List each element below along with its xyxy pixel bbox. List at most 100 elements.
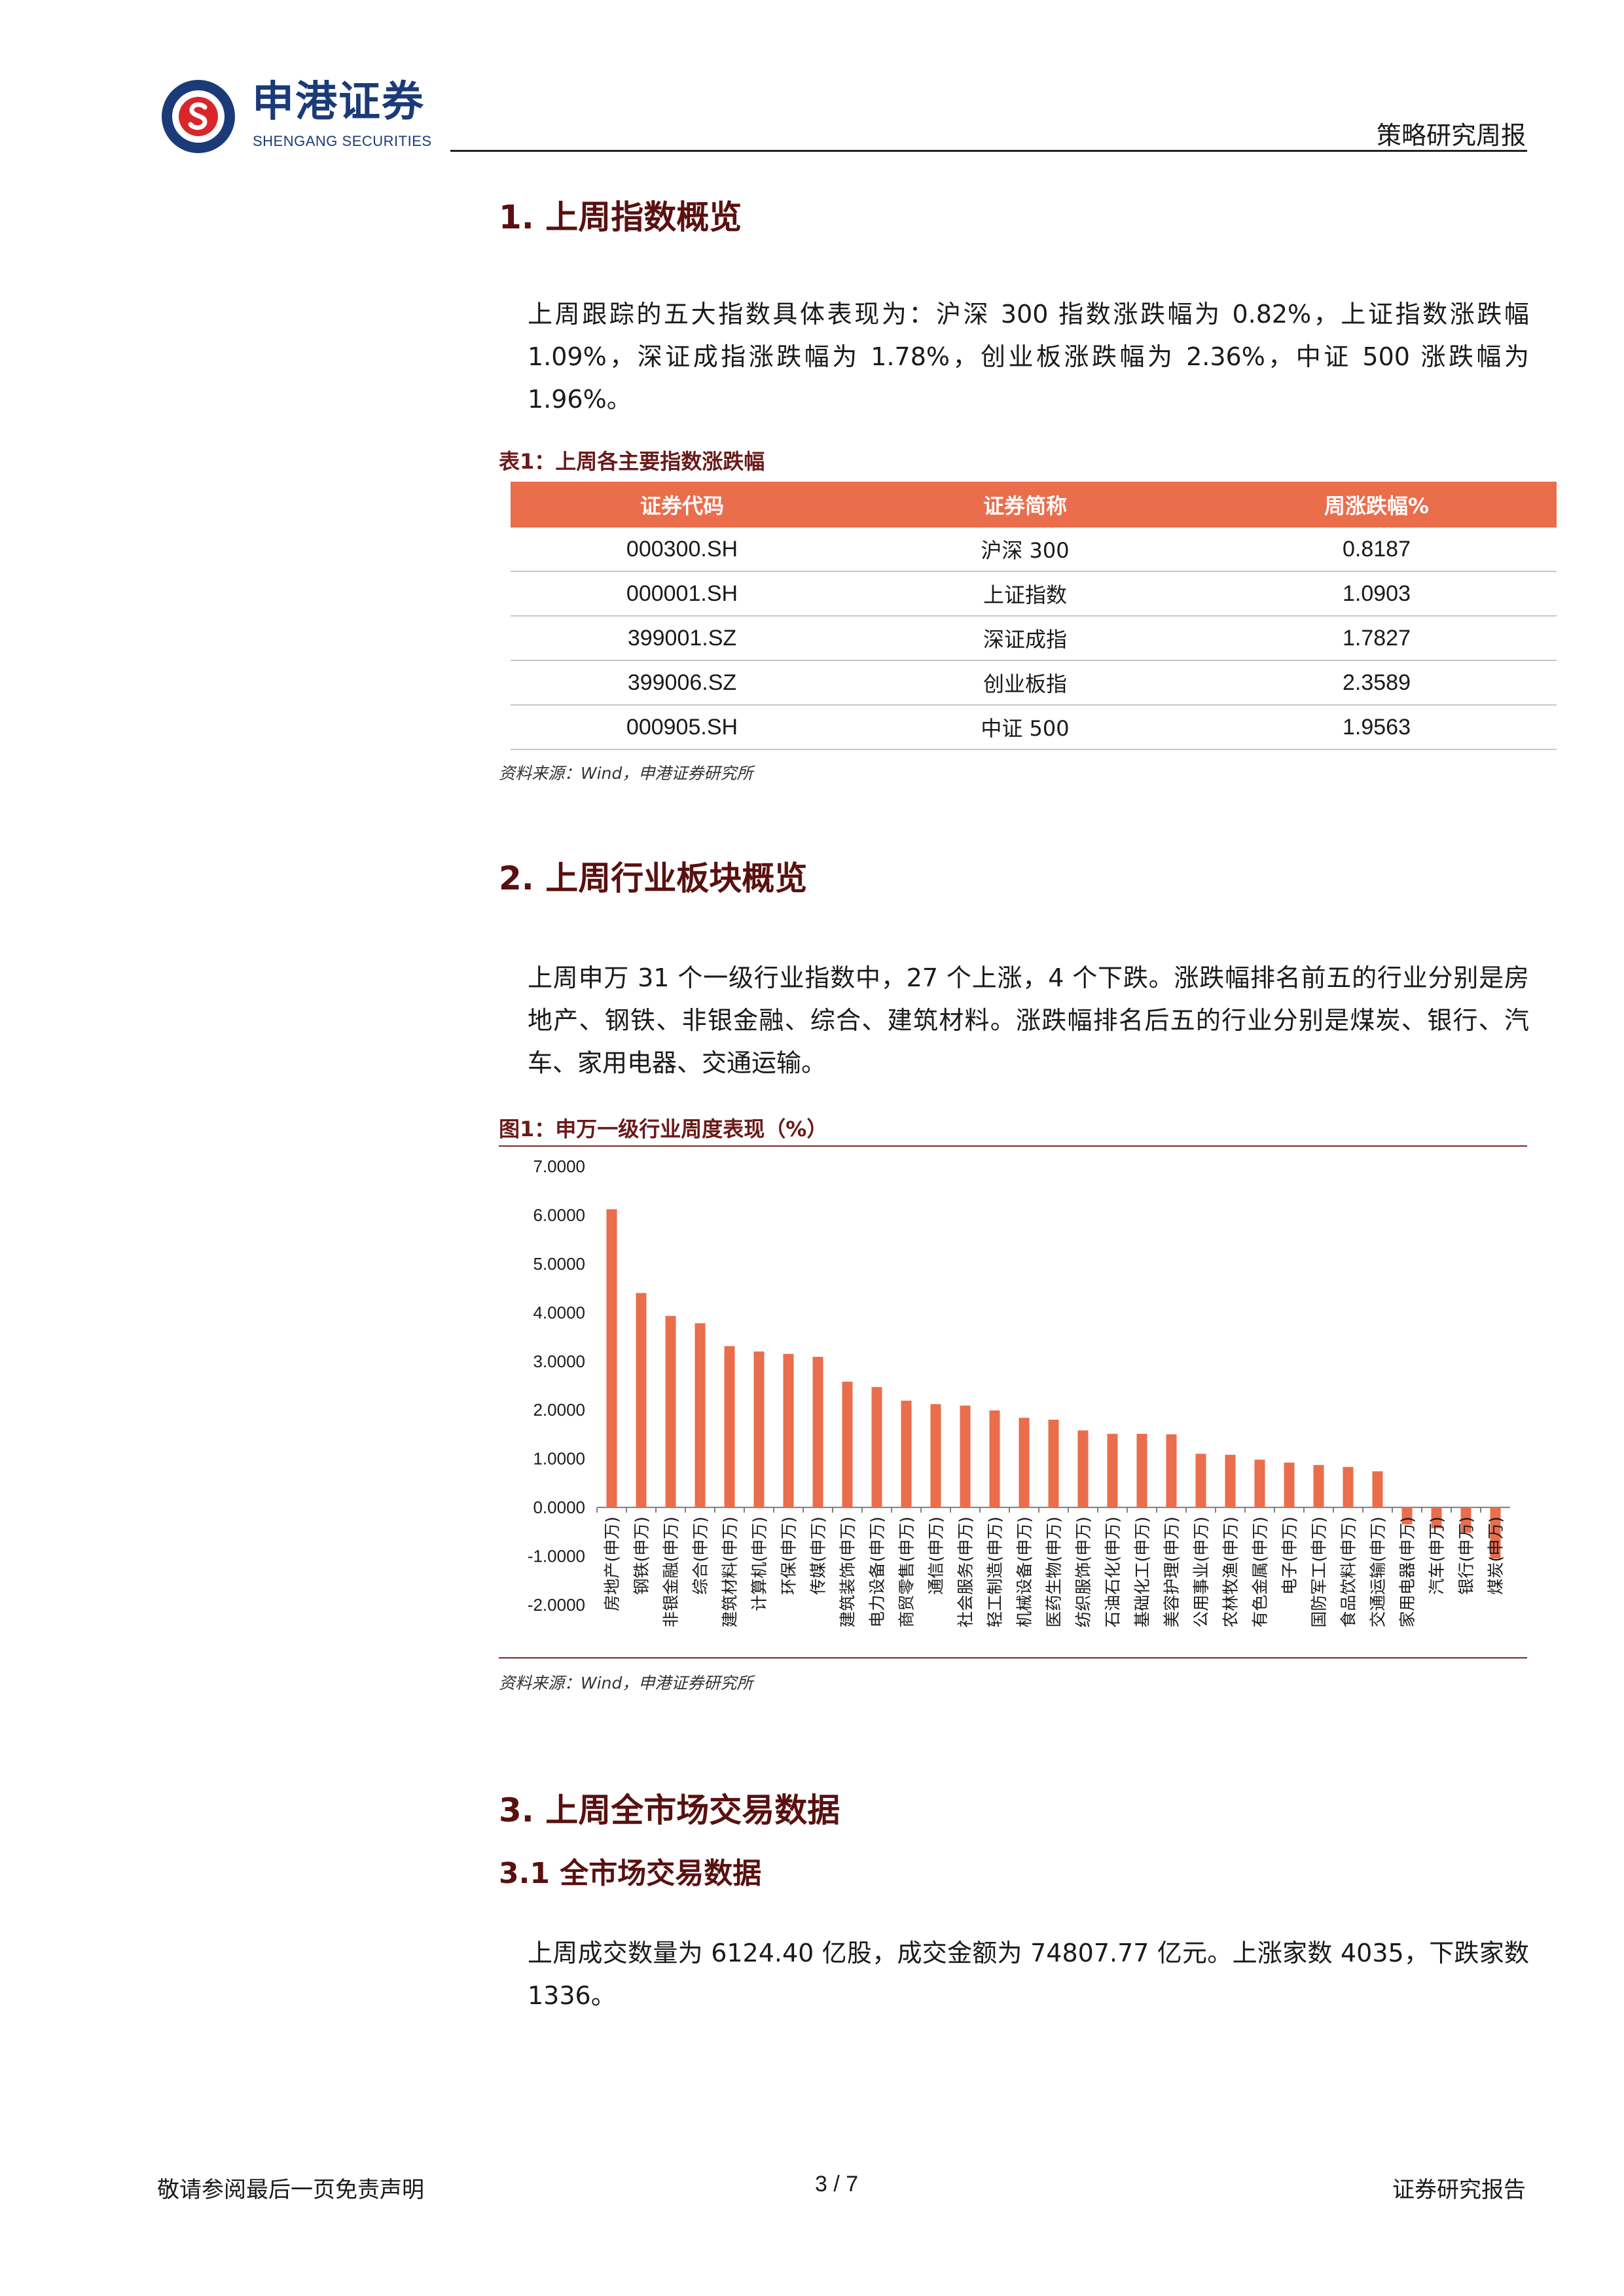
table-row: 000001.SH 上证指数 1.0903 (511, 571, 1557, 617)
cell-code: 399001.SZ (511, 616, 854, 661)
x-category-label: 交通运输(申万) (1369, 1516, 1388, 1628)
brand-name-cn: 申港证券 (252, 78, 425, 126)
bar (871, 1387, 882, 1508)
y-tick-label: -1.0000 (528, 1547, 585, 1566)
cell-name: 创业板指 (854, 660, 1197, 706)
report-type: 策略研究周报 (1376, 121, 1526, 150)
footer-disclaimer: 敬请参阅最后一页免责声明 (157, 2177, 424, 2203)
cell-name: 中证 500 (854, 705, 1197, 750)
x-category-label: 美容护理(申万) (1163, 1516, 1182, 1628)
bar-series (606, 1209, 1501, 1559)
cell-name: 沪深 300 (854, 528, 1197, 572)
bar (1195, 1454, 1206, 1508)
bar (1019, 1418, 1030, 1508)
y-tick-label: 6.0000 (533, 1205, 585, 1225)
table-row: 399001.SZ 深证成指 1.7827 (511, 616, 1557, 661)
table-row: 000905.SH 中证 500 1.9563 (511, 705, 1557, 750)
x-category-label: 银行(申万) (1457, 1516, 1476, 1595)
section-3-1-subtitle: 3.1 全市场交易数据 (499, 1857, 762, 1890)
x-category-label: 农林牧渔(申万) (1221, 1516, 1240, 1628)
brand-name-en: SHENGANG SECURITIES (253, 133, 432, 149)
y-tick-label: 3.0000 (533, 1352, 585, 1371)
bar (606, 1209, 617, 1508)
table-row: 000300.SH 沪深 300 0.8187 (511, 528, 1557, 572)
x-category-label: 环保(申万) (780, 1516, 799, 1595)
figure-1-caption: 图1：申万一级行业周度表现（%） (499, 1117, 828, 1141)
x-category-label: 轻工制造(申万) (986, 1516, 1005, 1628)
bar (665, 1316, 676, 1508)
section-2-title: 2. 上周行业板块概览 (499, 859, 808, 897)
figure-top-rule (499, 1145, 1527, 1147)
y-tick-label: 4.0000 (533, 1302, 585, 1322)
x-category-label: 商贸零售(申万) (897, 1516, 916, 1628)
cell-change: 1.0903 (1197, 571, 1557, 617)
section-1-title: 1. 上周指数概览 (499, 198, 742, 236)
x-category-label: 社会服务(申万) (956, 1516, 975, 1628)
y-axis: 7.0000 6.0000 5.0000 4.0000 3.0000 2.0000 1.00… (528, 1157, 1510, 1615)
y-tick-label: 1.0000 (533, 1449, 585, 1469)
x-category-label: 电子(申万) (1280, 1516, 1299, 1595)
bar (901, 1401, 912, 1508)
bar (1372, 1471, 1383, 1508)
cell-change: 2.3589 (1197, 660, 1557, 706)
x-category-label: 机械设备(申万) (1015, 1516, 1034, 1628)
x-category-label: 传媒(申万) (809, 1516, 828, 1595)
x-category-label: 建筑材料(申万) (721, 1516, 740, 1628)
x-category-label: 公用事业(申万) (1192, 1516, 1211, 1628)
bar (1136, 1433, 1147, 1508)
x-category-label: 国防军工(申万) (1310, 1516, 1329, 1628)
industry-weekly-chart: 7.0000 6.0000 5.0000 4.0000 3.0000 2.0000 1.00… (528, 1157, 1510, 1628)
bar (930, 1404, 941, 1508)
cell-change: 1.7827 (1197, 616, 1557, 661)
cell-code: 000001.SH (511, 571, 854, 617)
x-category-label: 食品饮料(申万) (1339, 1516, 1358, 1628)
header-name: 证券简称 (854, 482, 1197, 528)
x-category-label: 房地产(申万) (603, 1516, 622, 1611)
bar (989, 1410, 1000, 1508)
bar (753, 1351, 765, 1508)
bar (1254, 1460, 1265, 1508)
header-divider (450, 150, 1527, 152)
x-category-label: 汽车(申万) (1428, 1516, 1447, 1595)
section-3-title: 3. 上周全市场交易数据 (499, 1791, 840, 1829)
bar (636, 1293, 647, 1508)
bar (1490, 1507, 1501, 1559)
bar (812, 1357, 823, 1508)
bar (1431, 1507, 1442, 1529)
y-tick-label: 0.0000 (533, 1498, 585, 1517)
cell-name: 深证成指 (854, 616, 1197, 661)
cell-code: 000905.SH (511, 705, 854, 750)
table-1-caption: 表1：上周各主要指数涨跌幅 (499, 449, 765, 474)
cell-name: 上证指数 (854, 571, 1197, 617)
footer-report-label: 证券研究报告 (1392, 2177, 1526, 2203)
bar (1225, 1454, 1236, 1508)
bar (1313, 1465, 1324, 1508)
cell-change: 1.9563 (1197, 705, 1557, 750)
cell-code: 399006.SZ (511, 660, 854, 706)
x-category-label: 家用电器(申万) (1398, 1516, 1417, 1628)
bar (1343, 1467, 1354, 1508)
bar (842, 1382, 853, 1508)
x-category-label: 纺织服饰(申万) (1074, 1516, 1093, 1628)
index-performance-table: 证券代码 证券简称 周涨跌幅% 000300.SH 沪深 300 0.8187 … (511, 482, 1557, 750)
x-category-label: 钢铁(申万) (632, 1516, 651, 1595)
x-category-label: 煤炭(申万) (1487, 1516, 1506, 1595)
section-3-text: 上周成交数量为 6124.40 亿股，成交金额为 74807.77 亿元。上涨家… (528, 1939, 1529, 2010)
cell-code: 000300.SH (511, 528, 854, 572)
figure-1-source: 资料来源：Wind，申港证券研究所 (499, 1674, 753, 1693)
x-category-label: 医药生物(申万) (1045, 1516, 1064, 1628)
y-tick-label: 7.0000 (533, 1157, 585, 1176)
bar (1077, 1430, 1089, 1508)
header-change: 周涨跌幅% (1197, 482, 1557, 528)
y-tick-label: -2.0000 (528, 1595, 585, 1615)
bar (960, 1405, 971, 1508)
bar (1401, 1507, 1413, 1525)
y-tick-label: 2.0000 (533, 1400, 585, 1420)
x-category-label: 电力设备(申万) (868, 1516, 887, 1628)
figure-bottom-rule (499, 1657, 1527, 1659)
section-2-text: 上周申万 31 个一级行业指数中，27 个上涨，4 个下跌。涨跌幅排名前五的行业… (528, 963, 1529, 1077)
x-category-label: 通信(申万) (927, 1516, 946, 1595)
x-category-label: 非银金融(申万) (662, 1516, 681, 1628)
bar (1048, 1420, 1059, 1508)
bar (1166, 1434, 1177, 1508)
